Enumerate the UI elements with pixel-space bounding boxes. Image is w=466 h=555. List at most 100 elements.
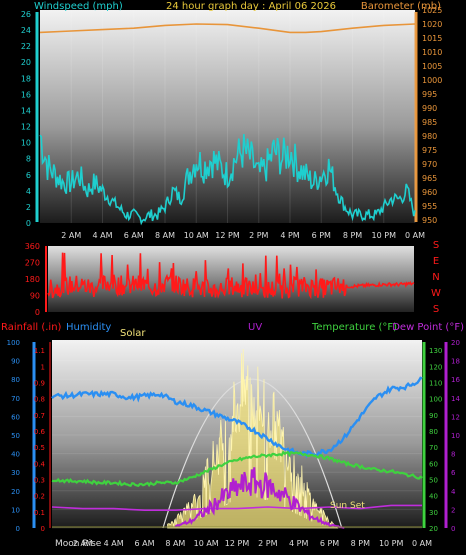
humidity-tick-label: 80 — [11, 376, 20, 384]
direction-tick-label: 270 — [25, 259, 40, 268]
uv-tick-label: 0 — [451, 525, 455, 533]
x-tick-label: 8 PM — [351, 539, 370, 548]
wind-tick-label: 0 — [26, 219, 31, 228]
direction-tick-label: 180 — [25, 275, 40, 284]
x-tick-label: 0 AM — [405, 231, 425, 240]
direction-tick-labels: 0 90 180 270 360 — [25, 242, 40, 317]
uv-tick-label: 16 — [451, 376, 460, 384]
wind-tick-label: 8 — [26, 155, 31, 164]
humidity-tick-label: 40 — [11, 451, 20, 459]
temperature-tick-label: 80 — [429, 428, 438, 436]
humidity-tick-label: 30 — [11, 469, 20, 477]
solar-axis-title: Solar — [120, 328, 146, 339]
x-tick-label: 8 AM — [165, 539, 185, 548]
weather-multi-panel: Rainfall (.in) Humidity Solar UV Tempera… — [1, 322, 464, 549]
x-tick-label: 2 AM — [61, 231, 81, 240]
barometer-tick-label: 990 — [422, 104, 437, 113]
barometer-tick-label: 995 — [422, 90, 437, 99]
x-tick-label: 0 AM — [412, 539, 432, 548]
temperature-tick-label: 90 — [429, 412, 438, 420]
x-tick-label: 4 PM — [289, 539, 308, 548]
uv-tick-label: 4 — [451, 488, 456, 496]
temperature-tick-label: 50 — [429, 476, 438, 484]
rain-tick-label: 0.4 — [34, 460, 46, 468]
compass-label: S — [433, 240, 439, 251]
x-tick-label: 6 AM — [134, 539, 154, 548]
wind-tick-label: 18 — [21, 74, 31, 83]
direction-tick-label: 360 — [25, 242, 40, 251]
x-tick-label: 4 AM — [104, 539, 124, 548]
humidity-tick-label: 70 — [11, 395, 20, 403]
temperature-tick-label: 30 — [429, 509, 438, 517]
barometer-tick-label: 1005 — [422, 62, 442, 71]
barometer-tick-label: 980 — [422, 132, 437, 141]
x-tick-label: 10 AM — [184, 231, 209, 240]
wind-tick-label: 22 — [21, 42, 31, 51]
wind-tick-label: 24 — [21, 26, 31, 35]
rain-tick-label: 0.8 — [34, 396, 45, 404]
rain-tick-label: 0.1 — [34, 509, 45, 517]
temperature-axis-title: Temperature (°F) — [311, 322, 397, 333]
barometer-tick-label: 1020 — [422, 20, 442, 29]
rainfall-axis-title: Rainfall (.in) — [1, 322, 62, 333]
uv-tick-label: 6 — [451, 469, 456, 477]
compass-label: N — [432, 272, 439, 283]
barometer-tick-labels: 950 955 960 965 970 975 980 985 990 995 1000 1005 10… — [422, 6, 442, 225]
x-tick-label: 10 PM — [372, 231, 397, 240]
barometer-axis-title: Barometer (mb) — [361, 1, 441, 12]
uv-tick-label: 18 — [451, 358, 460, 366]
uv-tick-label: 10 — [451, 432, 460, 440]
temperature-line — [51, 450, 423, 488]
compass-label: S — [433, 304, 439, 315]
humidity-tick-label: 0 — [16, 525, 20, 533]
wind-tick-label: 10 — [21, 139, 31, 148]
rain-tick-labels: 0 0.1 0.2 0.3 0.4 0.5 0.6 0.7 0.8 0.9 1 1.1 — [34, 347, 46, 533]
dewpoint-axis-title: Dew Point (°F) — [392, 322, 464, 333]
uv-axis-title: UV — [248, 322, 262, 333]
x-tick-label: 4 AM — [92, 231, 112, 240]
wind-tick-label: 16 — [21, 90, 31, 99]
uv-tick-label: 8 — [451, 451, 455, 459]
barometer-tick-label: 985 — [422, 118, 437, 127]
humidity-tick-labels: 0 10 20 30 40 50 60 70 80 90 100 — [7, 339, 20, 533]
temperature-tick-label: 120 — [429, 363, 442, 371]
rain-tick-label: 0.6 — [34, 428, 46, 436]
x-tick-label: 10 AM — [194, 539, 219, 548]
temperature-tick-labels: 20 30 40 50 60 70 80 90 100 110 120 130 — [429, 347, 442, 533]
barometer-tick-label: 975 — [422, 146, 437, 155]
x-tick-label: 8 PM — [343, 231, 362, 240]
wind-tick-label: 14 — [21, 106, 31, 115]
humidity-tick-label: 10 — [11, 506, 20, 514]
wind-barometer-panel: Windspeed (mph) 24 hour graph day : Apri… — [21, 1, 443, 240]
temperature-tick-label: 60 — [429, 460, 438, 468]
graph-title: 24 hour graph day : April 06 2026 — [166, 1, 336, 12]
x-tick-label: 2 PM — [258, 539, 277, 548]
x-tick-label: 6 AM — [124, 231, 144, 240]
wind-tick-label: 26 — [21, 10, 31, 19]
x-tick-label: 10 PM — [379, 539, 404, 548]
humidity-tick-label: 100 — [7, 339, 20, 347]
humidity-tick-label: 90 — [11, 358, 20, 366]
barometer-line — [39, 23, 416, 34]
wind-direction-line — [47, 252, 415, 300]
solar-area — [167, 348, 339, 529]
wind-tick-label: 12 — [21, 123, 31, 132]
rain-tick-label: 0.3 — [34, 476, 45, 484]
uv-tick-label: 12 — [451, 413, 460, 421]
humidity-axis-title: Humidity — [66, 322, 111, 333]
windspeed-line — [39, 134, 416, 226]
uv-line — [174, 467, 345, 529]
multi-x-tick-labels: 2 AM 4 AM 6 AM 8 AM 10 AM 12 PM 2 PM 4 PM 6 PM 8 … — [73, 539, 432, 548]
barometer-tick-label: 950 — [422, 216, 437, 225]
rain-tick-label: 1 — [41, 363, 45, 371]
humidity-tick-label: 50 — [11, 432, 20, 440]
barometer-tick-label: 1015 — [422, 34, 442, 43]
sun-set-label: Sun Set — [330, 501, 365, 511]
x-tick-label: 2 PM — [249, 231, 268, 240]
x-tick-label: 8 AM — [155, 231, 175, 240]
rain-tick-label: 0.5 — [34, 444, 45, 452]
rain-tick-label: 0.7 — [34, 412, 45, 420]
